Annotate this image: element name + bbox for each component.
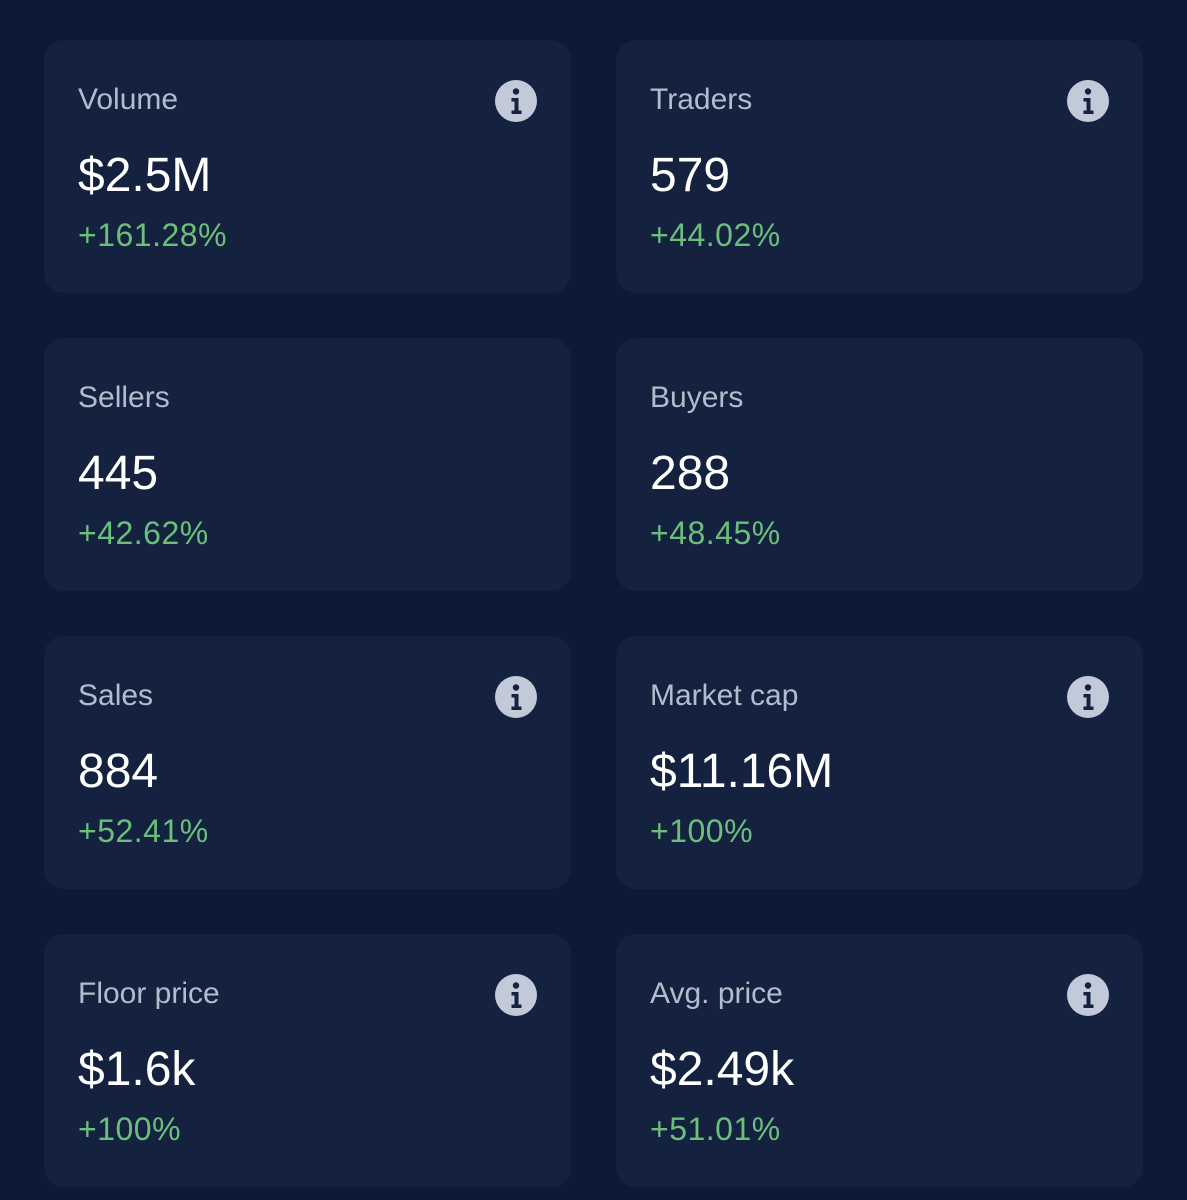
stat-label: Floor price: [78, 977, 220, 1010]
info-icon[interactable]: [1067, 676, 1109, 718]
stat-card-volume: Volume $2.5M +161.28%: [44, 40, 571, 293]
stat-card-market-cap: Market cap $11.16M +100%: [616, 636, 1143, 889]
stat-label: Traders: [650, 83, 753, 116]
stat-change: +161.28%: [78, 217, 228, 253]
stat-card-sellers: Sellers 445 +42.62%: [44, 338, 571, 591]
stat-label: Sales: [78, 679, 154, 712]
stat-change: +52.41%: [78, 813, 209, 849]
stat-card-floor-price: Floor price $1.6k +100%: [44, 934, 571, 1187]
stat-card-buyers: Buyers 288 +48.45%: [616, 338, 1143, 591]
stat-change: +42.62%: [78, 515, 209, 551]
stat-label: Volume: [78, 83, 179, 116]
stat-value: 579: [650, 149, 731, 202]
stat-label: Sellers: [78, 381, 170, 414]
stat-value: $2.49k: [650, 1043, 795, 1096]
stat-card-avg-price: Avg. price $2.49k +51.01%: [616, 934, 1143, 1187]
stat-value: 884: [78, 745, 159, 798]
info-icon[interactable]: [495, 974, 537, 1016]
info-icon[interactable]: [1067, 80, 1109, 122]
stat-card-sales: Sales 884 +52.41%: [44, 636, 571, 889]
stat-change: +48.45%: [650, 515, 781, 551]
stat-label: Avg. price: [650, 977, 783, 1010]
info-icon[interactable]: [495, 676, 537, 718]
stat-value: 445: [78, 447, 159, 500]
stat-change: +51.01%: [650, 1111, 781, 1147]
stat-label: Market cap: [650, 679, 799, 712]
stat-change: +44.02%: [650, 217, 781, 253]
stat-value: $11.16M: [650, 745, 834, 798]
stat-change: +100%: [78, 1111, 182, 1147]
stat-value: 288: [650, 447, 731, 500]
stat-value: $1.6k: [78, 1043, 196, 1096]
stat-change: +100%: [650, 813, 754, 849]
info-icon[interactable]: [495, 80, 537, 122]
stat-value: $2.5M: [78, 149, 212, 202]
info-icon[interactable]: [1067, 974, 1109, 1016]
stat-label: Buyers: [650, 381, 744, 414]
stat-card-traders: Traders 579 +44.02%: [616, 40, 1143, 293]
